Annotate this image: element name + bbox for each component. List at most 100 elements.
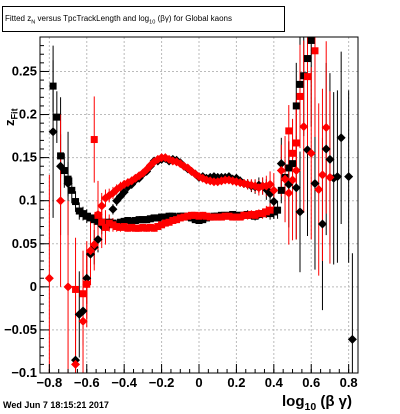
data-point-square — [139, 216, 147, 224]
grid-lines — [40, 37, 358, 374]
data-point-square — [296, 80, 304, 88]
x-tick-label: 0.4 — [265, 375, 284, 390]
data-point-square — [285, 164, 293, 172]
data-point-diamond — [344, 172, 354, 182]
data-point-square — [105, 219, 113, 227]
data-point-square — [210, 213, 218, 221]
y-tick-label: −0.05 — [4, 322, 37, 337]
data-point-square — [240, 211, 248, 219]
data-point-diamond — [78, 306, 88, 316]
data-point-diamond — [276, 159, 286, 169]
data-point-diamond — [325, 154, 335, 164]
data-point-square — [101, 223, 109, 231]
x-tick-label: 0 — [195, 375, 202, 390]
y-tick-label: 0.2 — [19, 107, 37, 122]
data-point-square — [289, 160, 297, 168]
chart-title: Fitted zN versus TpcTrackLength and log1… — [2, 6, 285, 32]
data-point-square — [300, 72, 308, 80]
data-point-diamond — [295, 207, 305, 217]
data-point-square — [143, 216, 151, 224]
x-axis-label: log10 (β γ) — [282, 393, 353, 413]
data-point-diamond — [89, 240, 99, 250]
data-point-diamond — [108, 204, 118, 214]
data-point-square — [94, 217, 102, 225]
data-point-diamond — [291, 183, 301, 193]
data-point-diamond — [44, 273, 54, 283]
data-point-square — [113, 223, 121, 231]
data-point-square — [109, 221, 117, 229]
data-point-square — [90, 216, 98, 224]
data-point-diamond — [265, 179, 275, 189]
data-point-square — [124, 217, 132, 225]
data-point-square — [135, 216, 143, 224]
data-point-square — [199, 216, 207, 224]
x-axis-ticks: −0.8 −0.6 −0.4 −0.2 0 0.2 0.4 0.6 0.8 — [37, 364, 359, 390]
y-tick-label: 0 — [30, 279, 37, 294]
data-point-diamond — [299, 122, 309, 132]
data-point-diamond — [347, 334, 357, 344]
data-point-square — [150, 224, 158, 232]
x-tick-label: 0.6 — [302, 375, 320, 390]
data-point-square — [259, 210, 267, 218]
data-point-square — [79, 210, 87, 218]
data-point-square — [158, 213, 166, 221]
data-point-square — [184, 212, 192, 220]
y-tick-label: 0.15 — [12, 150, 37, 165]
data-point-square — [195, 212, 203, 220]
data-point-square — [191, 211, 199, 219]
data-point-square — [131, 217, 139, 225]
data-point-square — [57, 152, 65, 160]
data-point-square — [274, 206, 282, 214]
data-point-square — [303, 55, 311, 63]
data-point-square — [90, 136, 98, 144]
data-point-square — [311, 47, 319, 55]
data-point-square — [154, 223, 162, 231]
data-point-diamond — [336, 133, 346, 143]
y-tick-label: 0.05 — [12, 236, 37, 251]
data-point-square — [247, 210, 255, 218]
data-point-diamond — [78, 316, 88, 326]
data-point-square — [60, 167, 68, 175]
data-point-square — [83, 212, 91, 220]
data-point-square — [120, 223, 128, 231]
data-point-square — [221, 212, 229, 220]
data-point-diamond — [306, 148, 316, 158]
data-point-square — [169, 212, 177, 220]
data-point-diamond — [276, 166, 286, 176]
data-point-diamond — [317, 219, 327, 229]
data-point-square — [75, 207, 83, 215]
data-point-square — [262, 208, 270, 216]
data-point-diamond — [317, 170, 327, 180]
data-point-square — [202, 212, 210, 220]
data-point-square — [135, 224, 143, 232]
data-point-diamond — [310, 178, 320, 188]
data-point-square — [266, 206, 274, 214]
data-point-square — [307, 36, 315, 44]
data-point-square — [87, 214, 95, 222]
data-point-square — [79, 290, 87, 298]
data-point-square — [199, 211, 207, 219]
data-point-diamond — [93, 209, 103, 219]
data-point-diamond — [314, 184, 324, 194]
data-point-square — [139, 223, 147, 231]
data-point-square — [72, 198, 80, 206]
data-point-diamond — [82, 273, 92, 283]
timestamp-footer: Wed Jun 7 18:15:21 2017 — [3, 400, 109, 410]
data-point-square — [146, 215, 154, 223]
data-point-square — [120, 217, 128, 225]
data-point-square — [206, 213, 214, 221]
x-tick-label: −0.2 — [149, 375, 175, 390]
data-point-diamond — [86, 246, 96, 256]
data-point-square — [116, 223, 124, 231]
error-bars — [48, 37, 353, 373]
data-point-square — [229, 213, 237, 221]
data-point-square — [217, 213, 225, 221]
data-point-diamond — [48, 127, 58, 137]
data-point-square — [128, 217, 136, 225]
data-point-square — [128, 223, 136, 231]
data-point-square — [158, 221, 166, 229]
data-point-diamond — [269, 197, 279, 207]
y-axis-ticks: −0.1 −0.05 0 0.05 0.1 0.15 0.2 0.25 — [4, 45, 49, 380]
data-point-square — [191, 216, 199, 224]
